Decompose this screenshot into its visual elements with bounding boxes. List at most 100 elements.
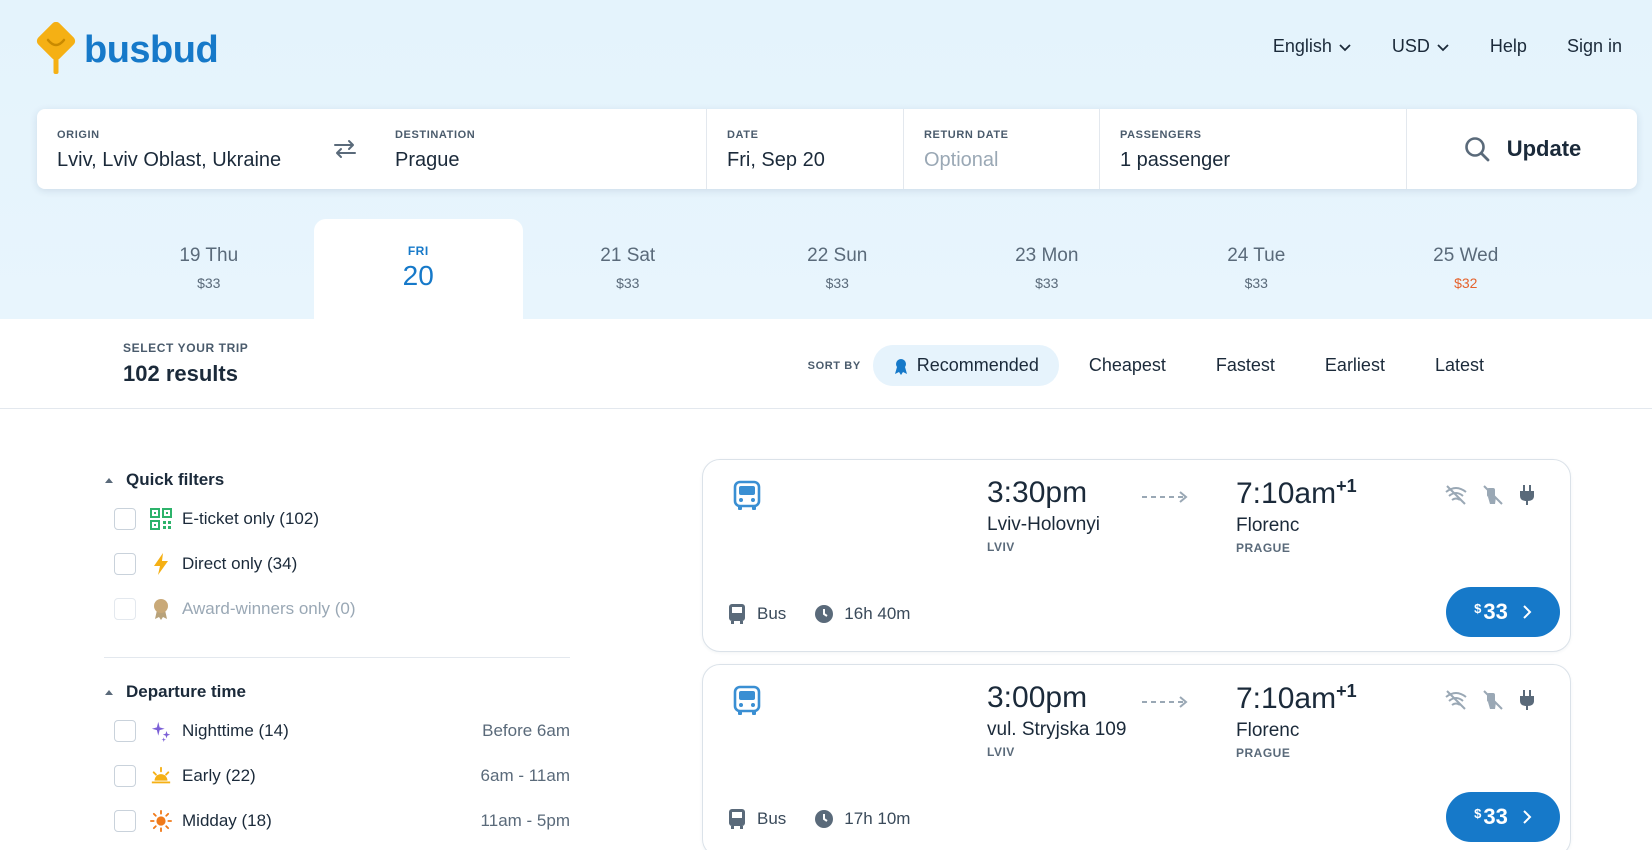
trip-card[interactable]: 3:00pm vul. Stryjska 109 LVIV 7:10am+1 F… bbox=[702, 664, 1571, 850]
amenities bbox=[1444, 689, 1536, 711]
date-tab-23[interactable]: 23 Mon $33 bbox=[942, 219, 1152, 319]
checkbox[interactable] bbox=[114, 597, 136, 620]
busbud-logo[interactable]: busbud bbox=[36, 21, 219, 78]
date-tab-19[interactable]: 19 Thu $33 bbox=[104, 219, 314, 319]
filter-label: Direct only (34) bbox=[182, 553, 298, 573]
currency-label: USD bbox=[1391, 36, 1430, 56]
sort-earliest[interactable]: Earliest bbox=[1305, 345, 1405, 386]
date-value: Fri, Sep 20 bbox=[727, 149, 825, 171]
filter-early[interactable]: Early (22) 6am - 11am bbox=[104, 753, 570, 798]
date-tab-daynum: 20 bbox=[402, 260, 434, 291]
arrival-day-offset: +1 bbox=[1336, 476, 1357, 496]
quick-filters-title: Quick filters bbox=[126, 470, 225, 489]
checkbox[interactable] bbox=[114, 809, 136, 832]
clock-icon bbox=[815, 810, 834, 828]
swap-route-button[interactable] bbox=[315, 109, 375, 189]
date-tabs: 19 Thu $33 FRI 20 21 Sat $33 22 Sun $33 … bbox=[104, 219, 1571, 319]
origin-field[interactable]: ORIGIN Lviv, Lviv Oblast, Ukraine bbox=[37, 109, 315, 189]
checkbox[interactable] bbox=[114, 764, 136, 787]
results-count: 102 results bbox=[123, 361, 238, 386]
date-tab-20[interactable]: FRI 20 bbox=[313, 219, 523, 319]
return-date-field[interactable]: RETURN DATE Optional bbox=[904, 109, 1100, 189]
arrival-time: 7:10am bbox=[1236, 477, 1337, 510]
filter-midday[interactable]: Midday (18) 11am - 5pm bbox=[104, 798, 570, 843]
sort-option-label: Earliest bbox=[1324, 355, 1385, 375]
checkbox[interactable] bbox=[114, 719, 136, 742]
update-button[interactable]: Update bbox=[1407, 109, 1637, 189]
sort-cheapest[interactable]: Cheapest bbox=[1069, 345, 1186, 386]
filter-label: Nighttime (14) bbox=[182, 720, 289, 740]
language-selector[interactable]: English bbox=[1273, 36, 1352, 57]
date-field[interactable]: DATE Fri, Sep 20 bbox=[707, 109, 904, 189]
departure-time-title: Departure time bbox=[126, 682, 246, 701]
search-bar: ORIGIN Lviv, Lviv Oblast, Ukraine DESTIN… bbox=[37, 109, 1637, 189]
bus-small-icon bbox=[729, 809, 745, 829]
no-toilet-icon bbox=[1483, 485, 1503, 505]
filter-award-winners[interactable]: Award-winners only (0) bbox=[104, 586, 570, 631]
filter-time-range: 11am - 5pm bbox=[480, 810, 570, 830]
arrival-station: Florenc bbox=[1236, 720, 1300, 741]
search-icon bbox=[1464, 137, 1490, 162]
arrival-day-offset: +1 bbox=[1336, 681, 1357, 701]
sort-option-label: Fastest bbox=[1215, 355, 1275, 375]
select-trip-price-button[interactable]: $33 bbox=[1446, 792, 1560, 842]
arrival-city: PRAGUE bbox=[1236, 541, 1291, 555]
arrival-info: 7:10am+1 Florenc PRAGUE bbox=[1236, 681, 1357, 760]
sort-option-label: Recommended bbox=[916, 355, 1039, 375]
no-wifi-icon bbox=[1445, 690, 1467, 710]
chevron-right-icon bbox=[1523, 605, 1532, 619]
bus-icon bbox=[731, 685, 763, 722]
sun-icon bbox=[150, 809, 172, 832]
sort-by-label: SORT BY bbox=[807, 359, 861, 372]
checkbox[interactable] bbox=[114, 507, 136, 530]
filter-direct[interactable]: Direct only (34) bbox=[104, 541, 570, 586]
quick-filters-toggle[interactable]: Quick filters bbox=[104, 470, 570, 490]
swap-arrows-icon bbox=[334, 140, 356, 158]
date-tab-price: $33 bbox=[1035, 275, 1059, 291]
trip-duration: 17h 10m bbox=[844, 809, 911, 828]
destination-field[interactable]: DESTINATION Prague bbox=[375, 109, 706, 189]
date-tab-21[interactable]: 21 Sat $33 bbox=[523, 219, 733, 319]
route-fields: ORIGIN Lviv, Lviv Oblast, Ukraine DESTIN… bbox=[37, 109, 707, 189]
departure-info: 3:30pm Lviv-Holovnyi LVIV bbox=[987, 476, 1100, 554]
logo-wordmark: busbud bbox=[84, 28, 219, 71]
date-tab-price: $33 bbox=[825, 275, 849, 291]
sort-recommended[interactable]: Recommended bbox=[872, 345, 1059, 386]
route-arrow-icon bbox=[1140, 695, 1190, 714]
passengers-value: 1 passenger bbox=[1120, 149, 1231, 171]
trip-mode: Bus bbox=[757, 604, 787, 623]
currency-selector[interactable]: USD bbox=[1392, 36, 1450, 57]
filter-time-range: Before 6am bbox=[482, 720, 570, 740]
no-toilet-icon bbox=[1483, 690, 1503, 710]
departure-time-toggle[interactable]: Departure time bbox=[104, 682, 570, 702]
power-outlet-icon bbox=[1520, 485, 1534, 505]
price-amount: 33 bbox=[1483, 804, 1508, 829]
select-trip-price-button[interactable]: $33 bbox=[1446, 587, 1560, 637]
arrival-city: PRAGUE bbox=[1236, 746, 1291, 760]
passengers-label: PASSENGERS bbox=[1120, 129, 1202, 141]
trip-duration: 16h 40m bbox=[844, 604, 911, 623]
help-link[interactable]: Help bbox=[1489, 36, 1527, 56]
filter-eticket[interactable]: E-ticket only (102) bbox=[104, 496, 570, 541]
departure-station: vul. Stryjska 109 bbox=[987, 719, 1127, 740]
sign-in-link[interactable]: Sign in bbox=[1566, 36, 1622, 56]
caret-up-icon bbox=[105, 478, 113, 483]
origin-value: Lviv, Lviv Oblast, Ukraine bbox=[57, 149, 282, 171]
sort-latest[interactable]: Latest bbox=[1415, 345, 1504, 386]
sort-option-label: Latest bbox=[1434, 355, 1484, 375]
filter-nighttime[interactable]: Nighttime (14) Before 6am bbox=[104, 708, 570, 753]
bus-small-icon bbox=[729, 604, 745, 624]
sparkles-icon bbox=[150, 720, 172, 742]
date-tab-22[interactable]: 22 Sun $33 bbox=[733, 219, 943, 319]
departure-info: 3:00pm vul. Stryjska 109 LVIV bbox=[987, 681, 1126, 759]
date-tab-24[interactable]: 24 Tue $33 bbox=[1152, 219, 1362, 319]
destination-value: Prague bbox=[395, 149, 460, 171]
date-tab-25[interactable]: 25 Wed $32 bbox=[1361, 219, 1571, 319]
trip-card[interactable]: 3:30pm Lviv-Holovnyi LVIV 7:10am+1 Flore… bbox=[702, 459, 1571, 652]
date-tab-day: 23 Mon bbox=[1015, 245, 1079, 266]
return-date-placeholder: Optional bbox=[924, 149, 999, 171]
passengers-field[interactable]: PASSENGERS 1 passenger bbox=[1100, 109, 1407, 189]
checkbox[interactable] bbox=[114, 552, 136, 575]
sort-fastest[interactable]: Fastest bbox=[1196, 345, 1295, 386]
departure-station: Lviv-Holovnyi bbox=[987, 514, 1100, 535]
